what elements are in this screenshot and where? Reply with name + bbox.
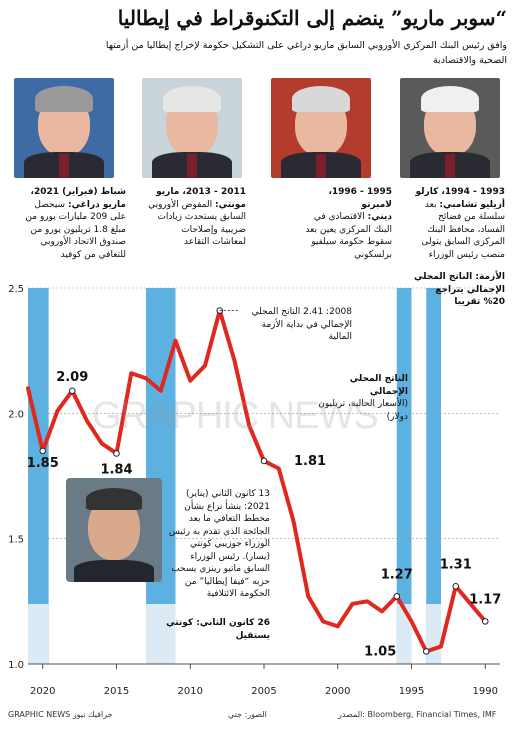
x-tick-6: 2020 <box>30 686 55 697</box>
value-label-6: 1.31 <box>440 557 472 572</box>
x-tick-0: 1990 <box>473 686 498 697</box>
draghi-name: ماريو دراغي: <box>67 199 126 210</box>
monti-head: 2011 - 2013، ماريو <box>156 187 246 197</box>
caption-ciampi: 1993 - 1994، كارلو أزيليو تشامبي: بعد سل… <box>413 186 505 309</box>
annotation-conte: 13 كانون الثاني (يناير) 2021: ينشأ نزاع … <box>168 489 270 599</box>
dini-head: 1995 - 1996، لامبرتو <box>328 187 392 210</box>
portrait-dini <box>271 78 371 178</box>
x-tick-2: 2000 <box>325 686 350 697</box>
conte-photo <box>66 478 162 582</box>
value-marker-5 <box>422 648 430 655</box>
period-base-1 <box>146 604 176 664</box>
value-marker-7 <box>481 618 489 625</box>
draghi-tie <box>59 154 69 178</box>
value-label-4: 1.27 <box>381 567 413 582</box>
portrait-monti <box>142 78 242 178</box>
ciampi-name: أزيليو تشامبي: <box>439 199 505 210</box>
portrait-draghi <box>14 78 114 178</box>
page-title: “سوبر ماريو” ينضم إلى التكنوقراط في إيطا… <box>117 6 507 30</box>
period-base-0 <box>28 604 49 664</box>
period-bar-2 <box>396 288 412 664</box>
value-marker-2 <box>113 450 120 457</box>
value-marker-0 <box>39 447 47 455</box>
dini-text: الاقتصادي في البنك المركزي يعين بعد سقوط… <box>305 212 392 260</box>
draghi-text: سيحصل على 209 مليارات يورو من مبلغ 1.8 ت… <box>25 199 126 260</box>
y-tick-2: 2.0 <box>8 409 24 420</box>
caption-draghi: شباط (فبراير) 2021، ماريو دراغي: سيحصل ع… <box>24 186 126 261</box>
annotation-gdp-label: الناتج المحلي الإجمالي (الأسعار الحالية،… <box>312 373 408 423</box>
value-label-7: 1.17 <box>469 592 501 607</box>
dini-name: ديني: <box>367 212 392 222</box>
value-label-5: 1.05 <box>364 644 396 659</box>
ciampi-head: 1993 - 1994، كارلو <box>415 187 505 197</box>
annotation-2008: 2008: 2.41 الناتج المحلي الإجمالي في بدا… <box>251 307 352 342</box>
value-marker-1 <box>68 387 76 395</box>
y-tick-0: 1.0 <box>8 660 24 671</box>
draghi-head: شباط (فبراير) 2021، <box>30 187 126 197</box>
conte-suit <box>74 560 154 582</box>
value-label-3: 1.81 <box>294 454 326 469</box>
draghi-hair <box>35 86 93 112</box>
watermark: GRAPHIC NEWS <box>92 395 379 437</box>
period-base-2 <box>396 604 412 664</box>
annotation-conte-resign: 26 كانون الثاني: كونتي يستقيل <box>166 618 270 641</box>
conte-hair <box>86 488 142 510</box>
ciampi-hair <box>421 86 479 112</box>
monti-hair <box>163 86 221 112</box>
dini-tie <box>316 154 326 178</box>
x-tick-1: 1995 <box>399 686 424 697</box>
value-marker-6 <box>452 582 460 590</box>
ciampi-text: بعد سلسلة من فضائح الفساد، محافظ البنك ا… <box>421 199 505 260</box>
caption-dini: 1995 - 1996، لامبرتو ديني: الاقتصادي في … <box>302 186 392 261</box>
x-tick-3: 2005 <box>251 686 276 697</box>
x-tick-4: 2010 <box>178 686 203 697</box>
y-tick-3: 2.5 <box>8 284 24 295</box>
gdp-line <box>26 308 488 654</box>
period-bar-0 <box>28 288 49 664</box>
period-base-3 <box>426 604 441 664</box>
x-tick-5: 2015 <box>104 686 129 697</box>
monti-tie <box>187 154 197 178</box>
footer-photos: الصور: جتي <box>228 710 267 719</box>
ciampi-tie <box>445 154 455 178</box>
monti-name: مونتي: <box>215 199 246 210</box>
period-bar-3 <box>426 288 441 664</box>
caption-monti: 2011 - 2013، ماريو مونتي: المفوض الأوروب… <box>148 186 246 249</box>
footer-brand: GRAPHIC NEWS جرافيك نيوز <box>8 710 113 719</box>
footer-source: المصدر: Bloomberg, Financial Times, IMF <box>338 710 497 719</box>
monti-text: المفوض الأوروبي السابق يستحدث زيادات ضري… <box>148 199 246 248</box>
portrait-ciampi <box>400 78 500 178</box>
value-label-1: 2.09 <box>56 370 88 385</box>
gdp-units: (الأسعار الحالية، تريليون دولار) <box>318 399 408 422</box>
y-tick-1: 1.5 <box>8 535 24 546</box>
value-marker-4 <box>393 593 401 600</box>
ciampi-gdp-head: الأزمة: الناتج المحلي الإجمالي يتراجع 20… <box>413 272 505 307</box>
value-label-0: 1.85 <box>27 456 59 471</box>
gdp-label: الناتج المحلي الإجمالي <box>349 374 408 397</box>
dini-hair <box>292 86 350 112</box>
page-subtitle: وافق رئيس البنك المركزي الأوروبي السابق … <box>105 40 507 66</box>
value-marker-3 <box>260 457 268 465</box>
value-label-2: 1.84 <box>100 462 132 477</box>
